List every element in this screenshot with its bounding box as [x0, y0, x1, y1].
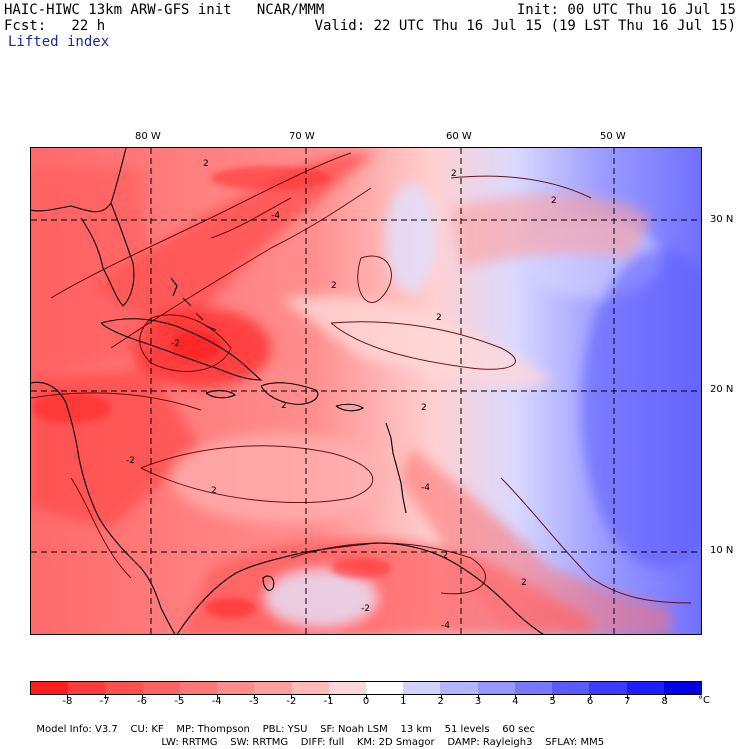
- contour-label: 2: [436, 313, 442, 323]
- color-scale-level-label: -5: [174, 696, 185, 707]
- color-scale-level-label: -4: [211, 696, 222, 707]
- lat-label-30n: 30 N: [710, 214, 734, 225]
- color-scale-tick: [664, 695, 666, 699]
- color-scale-level-label: 8: [661, 696, 668, 707]
- field-detail: [31, 166, 391, 618]
- color-scale-bar: [30, 681, 702, 695]
- color-scale-segment: [217, 682, 255, 694]
- contour-label: 2: [521, 578, 527, 588]
- color-scale-segment: [328, 682, 366, 694]
- init-time: Init: 00 UTC Thu 16 Jul 15: [516, 2, 736, 18]
- color-scale-tick: [440, 695, 442, 699]
- color-scale-level-label: -1: [323, 696, 334, 707]
- lon-label-70w: 70 W: [289, 131, 315, 142]
- color-scale-segment: [552, 682, 590, 694]
- color-scale-tick: [104, 695, 106, 699]
- color-scale-segment: [142, 682, 180, 694]
- color-scale-level-label: 3: [474, 696, 482, 707]
- color-scale-segment: [365, 682, 404, 694]
- color-scale-segment: [31, 682, 69, 694]
- lon-label-80w: 80 W: [135, 131, 161, 142]
- color-scale-segment: [663, 682, 701, 694]
- forecast-hour: Fcst: 22 h: [4, 18, 106, 34]
- color-scale-segment: [291, 682, 329, 694]
- color-scale-segment: [626, 682, 664, 694]
- footer-line1-text: Model Info: V3.7 CU: KF MP: Thompson PBL…: [36, 724, 536, 735]
- color-scale-tick: [142, 695, 143, 699]
- color-scale-level-label: 7: [624, 696, 631, 707]
- contour-label: 2: [203, 159, 209, 169]
- color-scale-segment: [254, 682, 292, 694]
- color-scale-tick: [67, 695, 69, 699]
- lon-label-50w: 50 W: [600, 131, 626, 142]
- contour-label: 2: [281, 401, 287, 411]
- color-scale-tick: [366, 695, 367, 699]
- color-scale-tick: [590, 695, 591, 699]
- color-scale-level-label: 4: [512, 696, 519, 707]
- model-title: HAIC-HIWC 13km ARW-GFS init NCAR/MMM: [4, 2, 325, 18]
- color-scale-tick: [403, 695, 405, 699]
- color-scale-tick: [216, 695, 218, 699]
- color-scale-tick: [179, 695, 181, 699]
- model-info-line2: LW: RRTMG SW: RRTMG DIFF: full KM: 2D Sm…: [155, 725, 604, 749]
- field-name: Lifted index: [8, 34, 110, 50]
- color-scale-level-label: -2: [286, 696, 297, 707]
- color-scale-tick: [627, 695, 629, 699]
- contour-lines: [31, 152, 692, 604]
- color-scale-tick: [552, 695, 554, 699]
- color-scale-level-label: 2: [437, 696, 444, 707]
- contour-label: 2: [551, 196, 557, 206]
- contour-label: 2: [421, 403, 427, 413]
- color-scale-level-label: -3: [249, 696, 259, 707]
- color-scale-tick: [328, 695, 330, 699]
- lat-label-10n: 10 N: [710, 545, 734, 556]
- graticule: [31, 148, 701, 634]
- contour-label: -4: [271, 211, 280, 221]
- valid-time: Valid: 22 UTC Thu 16 Jul 15 (19 LST Thu …: [314, 18, 736, 34]
- footer-line2-text: LW: RRTMG SW: RRTMG DIFF: full KM: 2D Sm…: [161, 737, 605, 748]
- color-scale-segment: [105, 682, 143, 694]
- lon-label-60w: 60 W: [446, 131, 472, 142]
- model-info-line1: Model Info: V3.7 CU: KF MP: Thompson PBL…: [30, 712, 535, 736]
- contour-label: -2: [126, 456, 135, 466]
- color-scale-unit: °C: [698, 695, 710, 706]
- lat-label-20n: 20 N: [710, 384, 734, 395]
- contour-label: -2: [171, 339, 180, 349]
- color-scale-tick: [478, 695, 479, 699]
- contour-label: -2: [361, 604, 370, 614]
- color-scale-segment: [403, 682, 441, 694]
- color-scale-level-label: -7: [99, 696, 110, 707]
- color-scale-segment: [514, 682, 553, 694]
- color-scale-level-label: 5: [549, 696, 556, 707]
- color-scale-level-label: 1: [400, 696, 407, 707]
- contour-label: 2: [331, 281, 337, 291]
- color-scale-level-label: -6: [137, 696, 147, 707]
- contour-label: -2: [439, 551, 448, 561]
- contour-value-labels: 2 2 2 -4 2 -2 2 2 2 -4 -2 2 2 -2 -2 -4: [126, 159, 557, 631]
- color-scale-tick: [254, 695, 255, 699]
- contour-label: 2: [451, 169, 457, 179]
- color-scale-tick: [515, 695, 517, 699]
- color-scale-segment: [440, 682, 478, 694]
- contour-label: 2: [211, 486, 217, 496]
- map-svg: 2 2 2 -4 2 -2 2 2 2 -4 -2 2 2 -2 -2 -4: [31, 148, 701, 634]
- lifted-index-map: 2 2 2 -4 2 -2 2 2 2 -4 -2 2 2 -2 -2 -4: [30, 147, 702, 635]
- contour-label: -4: [441, 621, 450, 631]
- color-scale-level-label: -8: [62, 696, 73, 707]
- color-scale-segment: [589, 682, 627, 694]
- color-scale-segment: [477, 682, 515, 694]
- color-scale-tick: [291, 695, 293, 699]
- contour-label: -4: [421, 483, 430, 493]
- color-scale-segment: [68, 682, 106, 694]
- color-scale-segment: [179, 682, 218, 694]
- color-scale-level-label: 0: [362, 696, 370, 707]
- color-scale-level-label: 6: [586, 696, 594, 707]
